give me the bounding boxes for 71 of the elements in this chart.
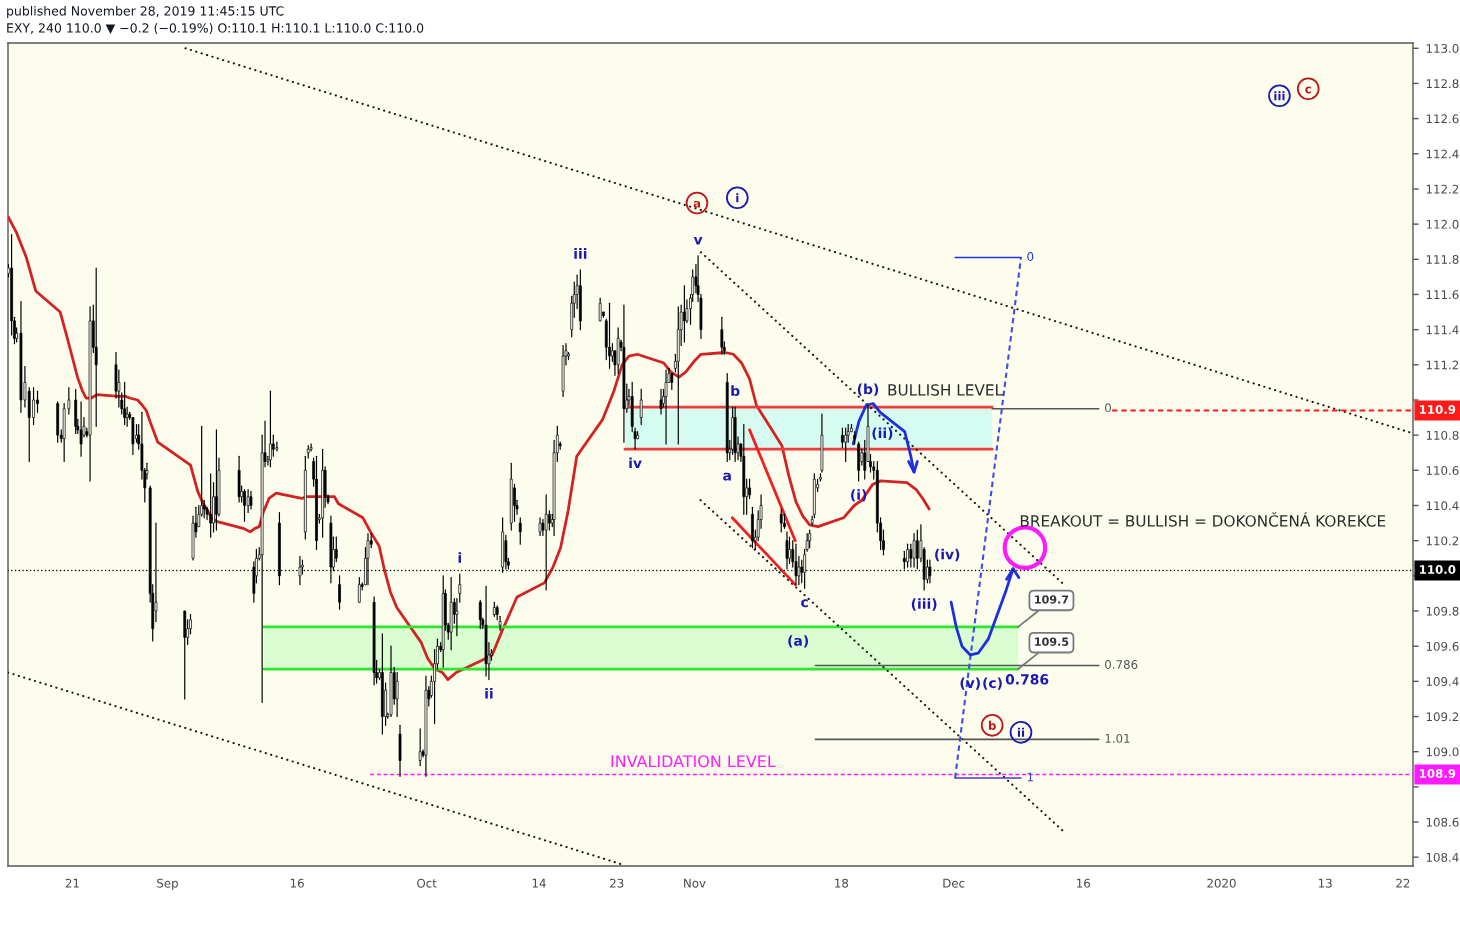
- annotation: i: [458, 552, 461, 563]
- y-tick-label: 112.8: [1426, 79, 1459, 89]
- y-tick-label: 111.2: [1426, 360, 1459, 370]
- series-label: INVALIDATION LEVEL: [611, 755, 776, 768]
- annotation: (c): [983, 677, 1002, 690]
- x-tick-label: Dec: [943, 878, 965, 888]
- y-tick-label: 110.6: [1426, 466, 1459, 475]
- annotation: ii: [485, 687, 493, 699]
- y-tick-label: 108.4: [1426, 852, 1459, 862]
- y-tick-label: 109.6: [1426, 641, 1459, 651]
- annotation: (b): [857, 383, 879, 396]
- series-label: 1: [1027, 772, 1033, 782]
- x-tick-label: 14: [532, 878, 546, 888]
- x-tick-label: Nov: [684, 878, 706, 888]
- data-label: b: [988, 720, 996, 730]
- chart-subtitle: EXY, 240 110.0 ▼ −0.2 (−0.19%) O:110.1 H:110.1 L:110.0 C:110.0: [7, 22, 424, 35]
- series-label: 1.01: [1105, 733, 1130, 743]
- data-label: 108.9: [1419, 769, 1456, 778]
- ref-line-label: 110.0: [1419, 565, 1456, 574]
- annotation: (iv): [935, 548, 960, 562]
- data-label: c: [1305, 86, 1311, 94]
- x-tick-label: 18: [835, 878, 849, 888]
- y-tick-label: 112.4: [1426, 149, 1459, 159]
- annotation: a: [723, 472, 731, 481]
- y-tick-label: 109.2: [1426, 712, 1459, 722]
- annotation: 0.786: [1005, 674, 1049, 685]
- y-tick-label: 112.2: [1426, 184, 1459, 194]
- y-tick-label: 113.0: [1426, 44, 1459, 53]
- series-label: BREAKOUT = BULLISH = DOKONČENÁ KOREKCE: [1020, 512, 1386, 527]
- annotation: c: [801, 599, 808, 608]
- x-tick-label: 16: [290, 878, 304, 888]
- annotation: (a): [788, 635, 808, 648]
- y-tick-label: 111.4: [1426, 325, 1459, 335]
- y-tick-label: 109.4: [1426, 677, 1459, 687]
- x-tick-label: Sep: [157, 878, 178, 890]
- data-label: 110.9: [1419, 405, 1456, 414]
- data-label: i: [736, 193, 739, 203]
- y-tick-label: 110.8: [1426, 430, 1459, 440]
- data-label: 109.7: [1035, 595, 1069, 604]
- data-label: iii: [1274, 91, 1285, 101]
- series-label: 0.786: [1105, 660, 1138, 669]
- y-tick-label: 112.6: [1426, 114, 1459, 124]
- chart-title: published November 28, 2019 11:45:15 UTC: [7, 5, 284, 19]
- y-tick-label: 109.0: [1426, 747, 1459, 757]
- annotation: (v): [960, 677, 980, 690]
- y-tick-label: 108.6: [1426, 817, 1459, 827]
- annotation: iii: [574, 248, 587, 259]
- x-tick-label: 13: [1318, 878, 1332, 888]
- x-tick-label: 23: [610, 878, 624, 888]
- data-label: 109.5: [1035, 637, 1069, 646]
- y-tick-label: 109.8: [1426, 606, 1459, 616]
- annotation: (iii): [911, 598, 937, 611]
- series-label: 0: [1027, 252, 1034, 261]
- y-tick-label: 110.2: [1426, 536, 1459, 546]
- x-tick-label: 16: [1077, 878, 1091, 888]
- y-tick-label: 110.4: [1426, 501, 1459, 511]
- data-label: ii: [1017, 727, 1025, 737]
- annotation: v: [693, 236, 703, 245]
- annotation: iv: [629, 457, 642, 469]
- x-tick-label: 21: [65, 878, 79, 888]
- y-tick-label: 111.6: [1426, 290, 1459, 300]
- x-tick-label: 2020: [1207, 878, 1236, 888]
- x-tick-label: 22: [1396, 878, 1410, 888]
- series-label: 0: [1105, 403, 1112, 413]
- data-label: a: [693, 200, 701, 208]
- annotation: (i): [851, 489, 867, 502]
- x-tick-label: Oct: [417, 878, 437, 888]
- annotation: BULLISH LEVEL: [888, 384, 1003, 396]
- annotation: b: [731, 385, 740, 396]
- y-tick-label: 111.8: [1426, 255, 1459, 264]
- y-tick-label: 112.0: [1426, 219, 1459, 229]
